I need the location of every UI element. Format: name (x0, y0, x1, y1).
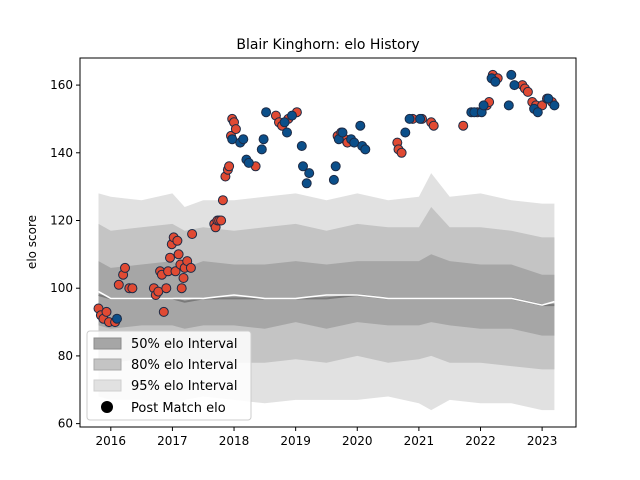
data-point-loss (261, 107, 272, 118)
median-lines (98, 290, 555, 307)
chart-title: Blair Kinghorn: elo History (236, 37, 419, 53)
legend-label-95: 95% elo Interval (131, 379, 238, 394)
data-point-loss (478, 100, 489, 111)
data-point-loss (282, 127, 292, 138)
data-point-loss (301, 178, 312, 189)
y-tick-label: 160 (50, 78, 73, 92)
data-point-win (127, 283, 138, 294)
data-point-win (178, 273, 189, 283)
x-tick-label: 2016 (96, 434, 127, 448)
data-point-win (187, 229, 198, 239)
data-point-loss (296, 141, 307, 151)
data-point-win (185, 262, 196, 273)
data-point-loss (112, 313, 122, 324)
data-point-win (158, 306, 169, 317)
data-point-win (101, 306, 112, 317)
data-point-win (428, 120, 439, 131)
post-match-points (93, 69, 560, 328)
median-line (98, 290, 555, 306)
data-point-win (230, 124, 241, 135)
data-point-win (170, 266, 181, 277)
y-tick-label: 80 (58, 349, 73, 363)
x-tick-label: 2021 (404, 434, 435, 448)
data-point-win (113, 279, 124, 290)
data-point-loss (238, 134, 249, 145)
y-tick-label: 100 (50, 281, 73, 295)
y-axis-ticks: 60 80 100 120 140 160 (50, 78, 80, 431)
data-point-loss (287, 110, 297, 121)
data-point-loss (298, 161, 308, 172)
data-point-loss (330, 161, 341, 172)
x-tick-label: 2023 (527, 434, 558, 448)
legend: 50% elo Interval 80% elo Interval 95% el… (86, 330, 252, 421)
y-tick-label: 60 (58, 417, 73, 431)
data-point-win (173, 249, 184, 260)
y-tick-label: 140 (50, 146, 73, 160)
data-point-win (176, 283, 187, 294)
legend-label-post-match: Post Match elo (131, 401, 226, 416)
data-point-win (165, 252, 175, 263)
x-axis-ticks: 2016 2017 2018 2019 2020 2021 2022 2023 (96, 427, 558, 448)
data-point-win (224, 161, 235, 172)
data-point-loss (506, 69, 517, 80)
data-point-loss (532, 107, 543, 118)
legend-swatch-95 (93, 379, 122, 392)
legend-box (86, 330, 252, 421)
data-point-win (172, 235, 183, 246)
data-point-loss (543, 93, 554, 104)
data-point-loss (258, 134, 269, 145)
data-point-loss (279, 117, 290, 128)
x-tick-label: 2019 (280, 434, 311, 448)
data-point-loss (337, 127, 348, 138)
x-tick-label: 2020 (342, 434, 373, 448)
x-tick-label: 2022 (465, 434, 496, 448)
data-point-loss (355, 120, 366, 131)
data-point-loss (360, 144, 371, 155)
data-point-loss (256, 144, 267, 155)
y-axis-label: elo score (25, 215, 39, 269)
data-point-loss (400, 127, 411, 138)
data-point-loss (415, 113, 426, 124)
data-point-loss (509, 80, 520, 91)
data-point-loss (328, 174, 339, 185)
legend-swatch-80 (93, 358, 122, 371)
data-point-win (161, 283, 172, 294)
data-point-loss (503, 100, 514, 111)
data-point-loss (490, 76, 501, 87)
data-point-win (458, 120, 469, 131)
legend-label-80: 80% elo Interval (131, 358, 238, 373)
data-point-win (522, 86, 533, 97)
data-point-win (120, 262, 130, 273)
data-point-win (396, 147, 407, 158)
data-point-loss (404, 113, 415, 124)
data-point-loss (304, 168, 315, 179)
data-point-loss (549, 100, 560, 111)
legend-marker-post-match (101, 401, 113, 413)
data-point-loss (243, 157, 254, 168)
data-point-win (217, 195, 228, 206)
legend-swatch-50 (93, 337, 122, 350)
axes-frame (79, 57, 577, 428)
x-tick-label: 2017 (157, 434, 188, 448)
data-point-win (216, 215, 227, 226)
x-tick-label: 2018 (219, 434, 250, 448)
legend-label-50: 50% elo Interval (131, 337, 238, 352)
y-tick-label: 120 (50, 213, 73, 227)
